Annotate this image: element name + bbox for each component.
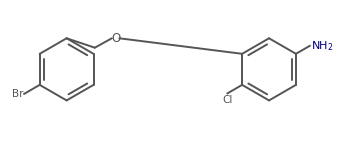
Text: Cl: Cl	[222, 95, 233, 105]
Text: Br: Br	[12, 89, 23, 99]
Text: O: O	[111, 32, 120, 45]
Text: NH$_2$: NH$_2$	[311, 39, 333, 53]
